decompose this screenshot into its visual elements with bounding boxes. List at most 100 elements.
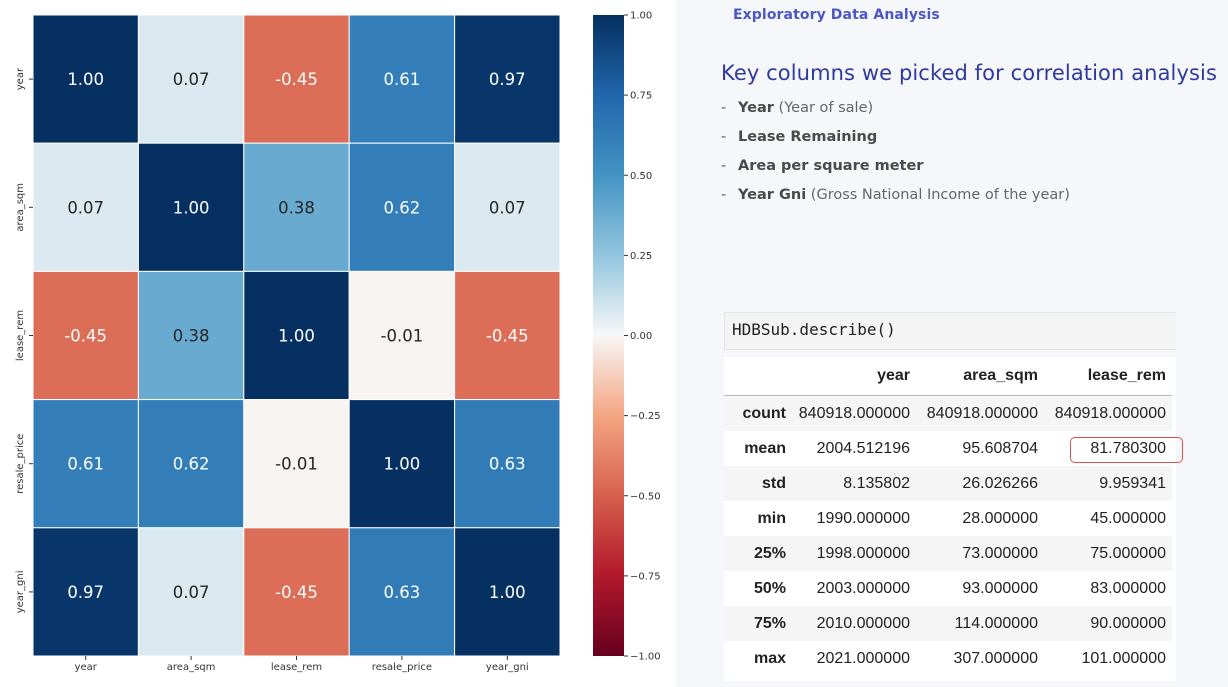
heatmap-y-labels: year area_sqm lease_rem resale_price year_gn… bbox=[15, 67, 33, 613]
list-item-name: Area per square meter bbox=[738, 158, 924, 174]
cell-value-label: 0.38 bbox=[173, 327, 210, 346]
heatmap-cell bbox=[348, 399, 456, 529]
colorbar-tick-label: −0.50 bbox=[630, 491, 661, 502]
table-cell: 307.000000 bbox=[953, 649, 1038, 667]
heatmap-cell bbox=[454, 527, 561, 657]
y-tick-label: year bbox=[15, 67, 26, 90]
table-cell: 840918.000000 bbox=[1054, 404, 1166, 422]
table-row: count 840918.000000 840918.000000 840918.00… bbox=[724, 395, 1172, 431]
row-label: min bbox=[757, 509, 786, 527]
list-item-desc: (Gross National Income of the year) bbox=[806, 187, 1070, 203]
describe-output-table: year area_sqm lease_rem count 840918.0000… bbox=[724, 357, 1176, 681]
heatmap-cell bbox=[348, 14, 456, 144]
table-cell: 95.608704 bbox=[962, 439, 1038, 457]
colorbar-tick-label: −1.00 bbox=[630, 652, 661, 663]
cell-value-label: -0.01 bbox=[381, 327, 424, 346]
cell-value-label: -0.45 bbox=[64, 327, 107, 346]
list-dash: - bbox=[721, 100, 727, 116]
colorbar-tick-label: −0.25 bbox=[630, 411, 661, 422]
heatmap-cell bbox=[454, 14, 561, 144]
table-cell: 28.000000 bbox=[962, 509, 1038, 527]
cell-value-label: 0.07 bbox=[173, 70, 210, 89]
table-header: year bbox=[792, 357, 916, 396]
cell-value-label: 0.62 bbox=[173, 455, 210, 474]
cell-value-label: 1.00 bbox=[67, 70, 104, 89]
panel-heading: Key columns we picked for correlation an… bbox=[721, 61, 1218, 85]
heatmap-cell bbox=[137, 14, 245, 144]
heatmap-cell bbox=[32, 527, 139, 657]
table-cell: 45.000000 bbox=[1090, 509, 1166, 527]
cell-value-label: 0.61 bbox=[384, 70, 421, 89]
cell-value-label: 0.61 bbox=[67, 455, 104, 474]
row-label: 25% bbox=[753, 544, 786, 562]
cell-value-label: -0.01 bbox=[275, 455, 318, 474]
heatmap-cell bbox=[243, 14, 350, 144]
heatmap-cell bbox=[243, 142, 350, 272]
correlation-heatmap: 1.00 0.07 -0.45 0.61 0.97 0.07 1.00 0.38 0.62 0.0… bbox=[15, 11, 661, 674]
table-cell: 2021.000000 bbox=[816, 649, 910, 667]
x-tick-label: area_sqm bbox=[167, 662, 216, 673]
table-cell: 26.026266 bbox=[962, 474, 1038, 492]
cell-value-label: 0.38 bbox=[278, 198, 315, 217]
list-item-desc: (Year of sale) bbox=[773, 100, 874, 116]
table-header-row: year area_sqm lease_rem bbox=[724, 357, 1172, 396]
heatmap-cell bbox=[348, 270, 456, 401]
cell-value-label: 0.62 bbox=[384, 198, 421, 217]
cell-value-label: -0.45 bbox=[275, 70, 318, 89]
table-cell: 2004.512196 bbox=[816, 439, 910, 457]
table-cell: 1990.000000 bbox=[816, 509, 910, 527]
table-cell: 101.000000 bbox=[1081, 649, 1166, 667]
list-item-name: Lease Remaining bbox=[738, 129, 878, 145]
cell-value-label: 1.00 bbox=[173, 198, 210, 217]
x-tick-label: resale_price bbox=[372, 662, 432, 673]
correlation-heatmap-panel: 1.00 0.07 -0.45 0.61 0.97 0.07 1.00 0.38 0.62 0.0… bbox=[15, 10, 661, 674]
colorbar-ticks: 1.00 0.75 0.50 0.25 0.00 −0.25 −0.50 −0.75 −1.00 bbox=[624, 11, 661, 663]
heatmap-cell bbox=[32, 14, 139, 144]
heatmap-cell bbox=[137, 527, 245, 657]
table-row: max 2021.000000 307.000000 101.000000 bbox=[724, 641, 1172, 676]
colorbar-tick-label: 0.25 bbox=[630, 251, 652, 262]
cell-value-label: 1.00 bbox=[384, 455, 421, 474]
table-cell: 93.000000 bbox=[962, 579, 1038, 597]
cell-value-label: 0.63 bbox=[489, 455, 526, 474]
heatmap-x-labels: year area_sqm lease_rem resale_price year_gn… bbox=[75, 656, 529, 673]
cell-value-label: 1.00 bbox=[489, 583, 526, 602]
y-tick-label: lease_rem bbox=[15, 310, 26, 361]
row-label: count bbox=[742, 404, 786, 422]
table-row: mean 2004.512196 95.608704 81.780300 bbox=[724, 431, 1172, 466]
heatmap-cell bbox=[137, 270, 245, 401]
table-cell: 114.000000 bbox=[954, 614, 1038, 632]
row-label: std bbox=[762, 474, 786, 492]
table-row: 25% 1998.000000 73.000000 75.000000 bbox=[724, 536, 1172, 571]
row-label: 50% bbox=[753, 579, 786, 597]
x-tick-label: year_gni bbox=[486, 662, 529, 673]
list-item: - Lease Remaining bbox=[721, 126, 1070, 155]
heatmap-cell bbox=[32, 142, 139, 272]
heatmap-cell bbox=[137, 399, 245, 529]
heatmap-cell bbox=[454, 399, 561, 529]
colorbar-tick-label: 0.00 bbox=[630, 331, 652, 342]
x-tick-label: lease_rem bbox=[271, 662, 322, 673]
list-item-name: Year Gni bbox=[738, 187, 807, 203]
table-header: lease_rem bbox=[1044, 357, 1172, 396]
x-tick-label: year bbox=[75, 662, 98, 673]
heatmap-cell bbox=[243, 399, 350, 529]
list-dash: - bbox=[721, 187, 727, 203]
cell-value-label: 0.07 bbox=[67, 198, 104, 217]
y-tick-label: resale_price bbox=[15, 434, 26, 494]
row-label: 75% bbox=[753, 614, 786, 632]
table-row: std 8.135802 26.026266 9.959341 bbox=[724, 466, 1172, 501]
cell-value-label: -0.45 bbox=[486, 327, 529, 346]
cell-value-label: 0.07 bbox=[489, 198, 526, 217]
row-label: max bbox=[753, 649, 786, 667]
heatmap-cell bbox=[243, 270, 350, 401]
table-cell: 75.000000 bbox=[1090, 544, 1166, 562]
table-cell: 8.135802 bbox=[843, 474, 910, 492]
table-cell: 1998.000000 bbox=[816, 544, 910, 562]
code-cell[interactable]: HDBSub.describe() bbox=[724, 312, 1176, 350]
table-cell: 83.000000 bbox=[1090, 579, 1166, 597]
table-header: area_sqm bbox=[916, 357, 1044, 396]
colorbar bbox=[593, 15, 624, 656]
table-cell: 73.000000 bbox=[962, 544, 1038, 562]
table-row: 75% 2010.000000 114.000000 90.000000 bbox=[724, 606, 1172, 641]
